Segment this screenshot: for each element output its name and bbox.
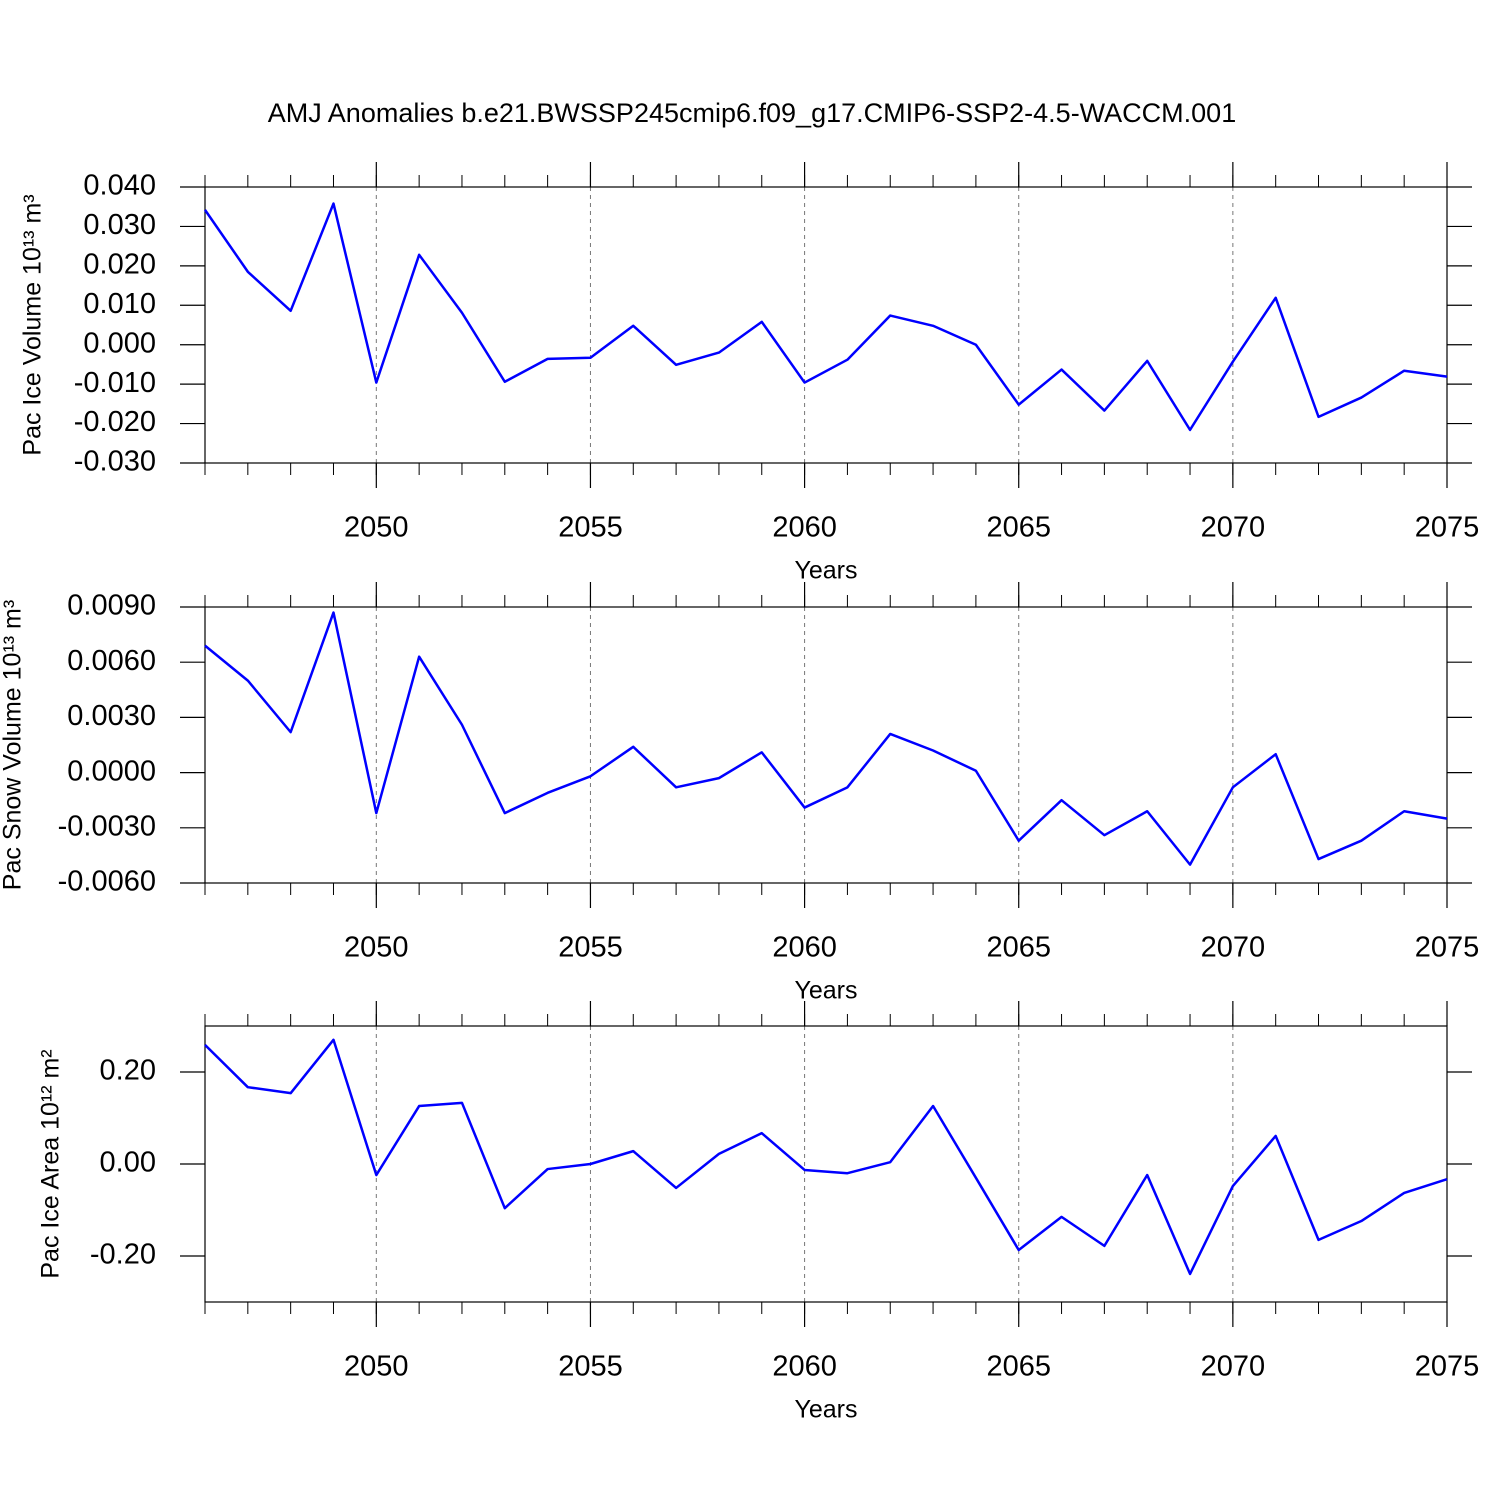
y-axis-label: Pac Ice Area 10¹² m² bbox=[37, 1049, 65, 1278]
y-tick-label: -0.020 bbox=[74, 406, 156, 438]
x-tick-label: 2060 bbox=[772, 512, 837, 544]
y-tick-label: 0.0030 bbox=[67, 700, 156, 732]
data-line bbox=[204, 611, 1448, 866]
x-tick-label: 2055 bbox=[558, 512, 623, 544]
data-line bbox=[203, 202, 1448, 432]
x-tick-label: 2050 bbox=[344, 932, 409, 964]
y-tick-label: -0.030 bbox=[74, 446, 156, 478]
y-tick-label: 0.020 bbox=[83, 249, 156, 281]
y-tick-label: 0.040 bbox=[83, 170, 156, 202]
x-tick-label: 2070 bbox=[1201, 1351, 1266, 1383]
x-axis-label: Years bbox=[794, 977, 857, 1005]
y-tick-label: 0.010 bbox=[83, 288, 156, 320]
x-tick-label: 2065 bbox=[986, 1351, 1051, 1383]
x-tick-label: 2065 bbox=[986, 512, 1051, 544]
x-tick-label: 2075 bbox=[1415, 1351, 1480, 1383]
x-tick-label: 2055 bbox=[558, 932, 623, 964]
x-tick-label: 2070 bbox=[1201, 932, 1266, 964]
plot-frame bbox=[204, 606, 1448, 884]
chart-title: AMJ Anomalies b.e21.BWSSP245cmip6.f09_g1… bbox=[268, 98, 1236, 128]
x-tick-label: 2075 bbox=[1415, 932, 1480, 964]
y-tick-label: -0.20 bbox=[90, 1239, 156, 1271]
y-tick-label: 0.0090 bbox=[67, 590, 156, 622]
y-tick-label: 0.0000 bbox=[67, 755, 156, 787]
x-tick-label: 2070 bbox=[1201, 512, 1266, 544]
y-tick-label: -0.0030 bbox=[58, 810, 156, 842]
y-axis-label: Pac Ice Volume 10¹³ m³ bbox=[19, 194, 47, 455]
y-tick-label: 0.20 bbox=[100, 1055, 156, 1087]
x-axis-label: Years bbox=[794, 557, 857, 585]
y-axis-label: Pac Snow Volume 10¹³ m³ bbox=[0, 600, 27, 890]
x-tick-label: 2065 bbox=[986, 932, 1051, 964]
x-axis-label: Years bbox=[794, 1396, 857, 1424]
x-tick-label: 2055 bbox=[558, 1351, 623, 1383]
x-tick-label: 2050 bbox=[344, 512, 409, 544]
y-tick-label: 0.000 bbox=[83, 327, 156, 359]
y-tick-label: 0.030 bbox=[83, 209, 156, 241]
x-tick-label: 2060 bbox=[772, 1351, 837, 1383]
x-tick-label: 2075 bbox=[1415, 512, 1480, 544]
x-tick-label: 2050 bbox=[344, 1351, 409, 1383]
y-tick-label: -0.010 bbox=[74, 367, 156, 399]
x-tick-label: 2060 bbox=[772, 932, 837, 964]
data-line bbox=[204, 1038, 1448, 1276]
plot-frame bbox=[204, 186, 1448, 464]
plot-frame bbox=[204, 1025, 1448, 1303]
y-tick-label: 0.00 bbox=[100, 1147, 156, 1179]
y-tick-label: 0.0060 bbox=[67, 645, 156, 677]
y-tick-label: -0.0060 bbox=[58, 866, 156, 898]
